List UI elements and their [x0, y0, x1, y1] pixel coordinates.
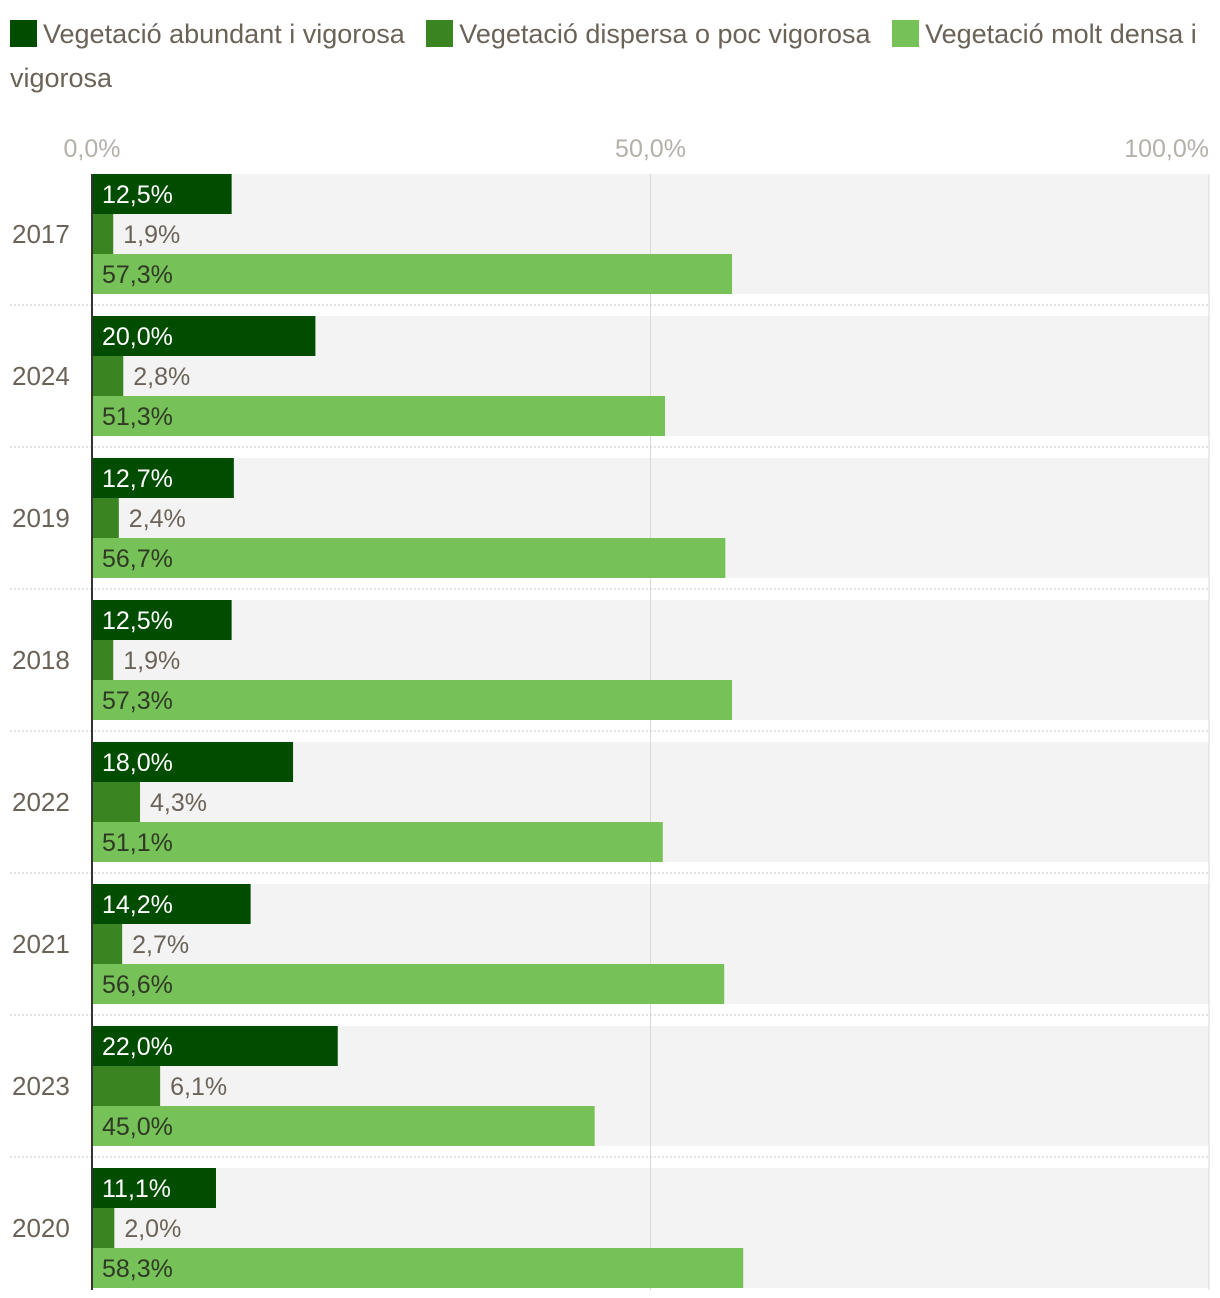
data-label-2022-series-2: 51,1% — [102, 829, 173, 857]
data-label-2024-series-0: 20,0% — [102, 323, 173, 351]
legend-swatch-dispersa — [426, 20, 454, 47]
category-label-2019: 2019 — [12, 503, 70, 533]
bar-2022-series-1 — [92, 782, 141, 822]
category-label-2017: 2017 — [12, 219, 70, 249]
legend-item-abundant: Vegetació abundant i vigorosa — [10, 19, 405, 49]
data-label-2024-series-1: 2,8% — [133, 363, 190, 391]
data-label-2021-series-0: 14,2% — [102, 891, 173, 919]
bar-2018-series-1 — [92, 640, 114, 680]
data-label-2022-series-1: 4,3% — [150, 789, 207, 817]
bar-2019-series-2 — [92, 538, 726, 578]
bar-2024-series-2 — [92, 396, 666, 436]
data-label-2020-series-1: 2,0% — [124, 1215, 181, 1243]
legend-item-dispersa: Vegetació dispersa o poc vigorosa — [426, 19, 871, 49]
bar-2024-series-0 — [92, 316, 316, 356]
data-label-2021-series-2: 56,6% — [102, 971, 173, 999]
bar-2019-series-0 — [92, 458, 234, 498]
bar-2017-series-1 — [92, 214, 114, 254]
category-label-2024: 2024 — [12, 361, 70, 391]
bar-2017-series-0 — [92, 174, 232, 214]
bar-2022-series-0 — [92, 742, 294, 782]
data-label-2023-series-1: 6,1% — [170, 1073, 227, 1101]
bar-2018-series-0 — [92, 600, 232, 640]
x-tick-label: 0,0% — [64, 135, 121, 163]
bar-2021-series-1 — [92, 924, 123, 964]
legend-swatch-abundant — [10, 20, 37, 47]
data-label-2019-series-1: 2,4% — [129, 505, 186, 533]
data-label-2020-series-2: 58,3% — [102, 1255, 173, 1283]
category-label-2021: 2021 — [12, 929, 70, 959]
legend-item-densa: Vegetació molt densa i vigorosa — [10, 19, 1197, 93]
bar-2020-series-2 — [92, 1248, 744, 1288]
bar-2023-series-0 — [92, 1026, 338, 1066]
data-label-2023-series-0: 22,0% — [102, 1033, 173, 1061]
data-label-2023-series-2: 45,0% — [102, 1113, 173, 1141]
x-tick-label: 100,0% — [1124, 135, 1209, 163]
data-label-2017-series-2: 57,3% — [102, 261, 173, 289]
category-label-2023: 2023 — [12, 1071, 70, 1101]
data-label-2021-series-1: 2,7% — [132, 931, 189, 959]
data-label-2018-series-0: 12,5% — [102, 607, 173, 635]
data-label-2018-series-2: 57,3% — [102, 687, 173, 715]
data-label-2019-series-0: 12,7% — [102, 465, 173, 493]
data-label-2017-series-1: 1,9% — [123, 221, 180, 249]
bar-2023-series-1 — [92, 1066, 161, 1106]
data-label-2022-series-0: 18,0% — [102, 749, 173, 777]
chart-legend: Vegetació abundant i vigorosa Vegetació … — [10, 12, 1200, 100]
data-label-2020-series-0: 11,1% — [102, 1175, 171, 1203]
category-label-2018: 2018 — [12, 645, 70, 675]
category-label-2022: 2022 — [12, 787, 70, 817]
data-label-2018-series-1: 1,9% — [123, 647, 180, 675]
bar-2017-series-2 — [92, 254, 733, 294]
legend-swatch-densa — [892, 20, 920, 47]
legend-label-dispersa: Vegetació dispersa o poc vigorosa — [459, 19, 871, 49]
bar-2024-series-1 — [92, 356, 124, 396]
bar-2021-series-0 — [92, 884, 251, 924]
data-label-2017-series-0: 12,5% — [102, 181, 173, 209]
legend-label-abundant: Vegetació abundant i vigorosa — [43, 19, 405, 49]
x-tick-label: 50,0% — [615, 135, 686, 163]
legend-label-densa: Vegetació molt densa i vigorosa — [10, 19, 1197, 93]
bar-2020-series-0 — [92, 1168, 216, 1208]
bar-2020-series-1 — [92, 1208, 115, 1248]
bar-2018-series-2 — [92, 680, 733, 720]
category-label-2020: 2020 — [12, 1213, 70, 1243]
data-label-2024-series-2: 51,3% — [102, 403, 173, 431]
data-label-2019-series-2: 56,7% — [102, 545, 173, 573]
bar-2021-series-2 — [92, 964, 725, 1004]
bar-2019-series-1 — [92, 498, 119, 538]
bar-2023-series-2 — [92, 1106, 595, 1146]
bar-2022-series-2 — [92, 822, 663, 862]
